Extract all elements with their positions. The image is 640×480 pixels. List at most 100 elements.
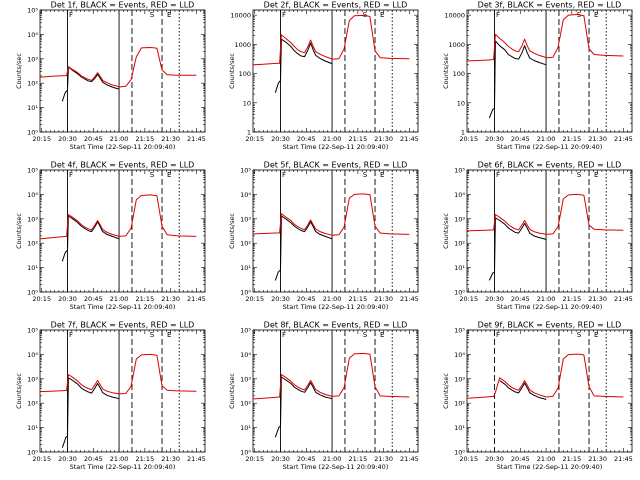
panel-title: Det 3f, BLACK = Events, RED = LLD	[478, 1, 622, 10]
y-tick-label: 10⁵	[27, 167, 38, 175]
marker-F: F	[496, 11, 500, 19]
panel-det-1: Det 1f, BLACK = Events, RED = LLD 10⁰ 10¹ 1…	[15, 1, 206, 152]
series-events	[274, 376, 333, 438]
y-tick-label: 1000	[234, 41, 251, 49]
x-tick-label: 21:00	[110, 455, 129, 463]
series-events	[499, 380, 547, 401]
series-events	[274, 38, 333, 93]
y-tick-label: 10¹	[240, 264, 251, 272]
x-tick-label: 21:30	[161, 135, 180, 143]
y-tick-label: 1000	[448, 41, 465, 49]
series-lld	[252, 14, 410, 66]
y-tick-label: 1	[247, 129, 251, 137]
x-tick-label: 20:15	[459, 455, 478, 463]
series-events	[488, 40, 547, 119]
x-tick-label: 21:45	[400, 295, 419, 303]
y-axis-label: Counts/sec	[442, 213, 450, 249]
y-tick-label: 10⁵	[27, 7, 38, 15]
x-tick-label: 20:45	[511, 455, 530, 463]
x-tick-label: 21:30	[588, 295, 607, 303]
panel-det-5: Det 5f, BLACK = Events, RED = LLD 10⁰ 10¹ 1…	[228, 161, 419, 312]
x-tick-label: 21:15	[348, 295, 367, 303]
y-tick-label: 10¹	[27, 104, 38, 112]
x-tick-label: 20:15	[245, 135, 264, 143]
y-tick-label: 10⁵	[27, 327, 38, 335]
x-tick-label: 20:30	[58, 135, 77, 143]
y-tick-label: 10¹	[454, 424, 465, 432]
x-tick-label: 20:45	[297, 295, 316, 303]
x-tick-label: 21:15	[135, 455, 154, 463]
panel-title: Det 4f, BLACK = Events, RED = LLD	[51, 161, 195, 170]
marker-E: E	[380, 171, 384, 179]
x-tick-label: 21:30	[161, 295, 180, 303]
marker-F: F	[69, 331, 73, 339]
y-tick-label: 10⁴	[27, 191, 38, 199]
marker-S: S	[150, 331, 155, 339]
series-lld	[39, 353, 197, 395]
y-tick-label: 10⁴	[454, 191, 465, 199]
plot-frame	[39, 329, 206, 453]
y-axis-label: Counts/sec	[442, 53, 450, 89]
marker-F: F	[282, 331, 286, 339]
y-tick-label: 10⁴	[454, 351, 465, 359]
y-tick-label: 10³	[454, 215, 465, 223]
x-axis-label: Start Time (22-Sep-11 20:09:40)	[283, 143, 389, 151]
x-tick-label: 21:00	[537, 455, 556, 463]
x-tick-label: 20:30	[271, 295, 290, 303]
x-tick-label: 21:30	[374, 135, 393, 143]
marker-S: S	[363, 331, 368, 339]
y-tick-label: 10⁵	[240, 327, 251, 335]
plot-frame	[466, 329, 633, 453]
x-tick-label: 20:45	[84, 135, 103, 143]
y-tick-label: 10⁵	[454, 327, 465, 335]
x-tick-label: 21:15	[562, 295, 581, 303]
x-tick-label: 20:30	[485, 135, 504, 143]
y-tick-label: 10⁴	[27, 351, 38, 359]
marker-S: S	[577, 171, 582, 179]
x-tick-label: 20:30	[485, 295, 504, 303]
y-tick-label: 10000	[230, 12, 251, 20]
x-tick-label: 20:45	[84, 295, 103, 303]
panel-det-6: Det 6f, BLACK = Events, RED = LLD 10⁰ 10¹ 1…	[442, 161, 633, 312]
x-tick-label: 20:30	[271, 135, 290, 143]
series-lld	[252, 352, 410, 400]
y-tick-label: 10³	[240, 215, 251, 223]
marker-F: F	[69, 171, 73, 179]
y-tick-label: 10³	[454, 375, 465, 383]
plot-frame	[252, 9, 419, 133]
y-tick-label: 100	[453, 70, 465, 78]
x-tick-label: 21:30	[374, 295, 393, 303]
panel-title: Det 8f, BLACK = Events, RED = LLD	[264, 321, 408, 330]
x-tick-label: 21:30	[374, 455, 393, 463]
plot-frame	[252, 329, 419, 453]
y-tick-label: 10⁵	[240, 167, 251, 175]
x-tick-label: 21:45	[400, 455, 419, 463]
x-tick-label: 21:00	[537, 135, 556, 143]
x-tick-label: 21:15	[562, 135, 581, 143]
x-tick-label: 21:15	[135, 135, 154, 143]
x-tick-label: 20:15	[459, 135, 478, 143]
y-tick-label: 10⁴	[27, 31, 38, 39]
y-tick-label: 10⁰	[27, 289, 38, 297]
y-axis-label: Counts/sec	[15, 213, 23, 249]
series-lld	[252, 193, 410, 236]
panel-title: Det 9f, BLACK = Events, RED = LLD	[478, 321, 622, 330]
marker-S: S	[150, 171, 155, 179]
marker-S: S	[150, 11, 155, 19]
x-axis-label: Start Time (22-Sep-11 20:09:40)	[497, 303, 603, 311]
marker-E: E	[380, 11, 384, 19]
x-tick-label: 20:30	[58, 295, 77, 303]
x-axis-label: Start Time (22-Sep-11 20:09:40)	[283, 463, 389, 471]
y-tick-label: 10²	[27, 80, 38, 88]
x-tick-label: 20:15	[32, 455, 51, 463]
y-axis-label: Counts/sec	[15, 373, 23, 409]
x-tick-label: 21:00	[537, 295, 556, 303]
series-lld	[39, 194, 197, 240]
panel-det-4: Det 4f, BLACK = Events, RED = LLD 10⁰ 10¹ 1…	[15, 161, 206, 312]
x-tick-label: 21:15	[135, 295, 154, 303]
y-axis-label: Counts/sec	[228, 53, 236, 89]
x-tick-label: 20:45	[511, 295, 530, 303]
y-tick-label: 10⁴	[240, 191, 251, 199]
panel-title: Det 1f, BLACK = Events, RED = LLD	[51, 1, 195, 10]
